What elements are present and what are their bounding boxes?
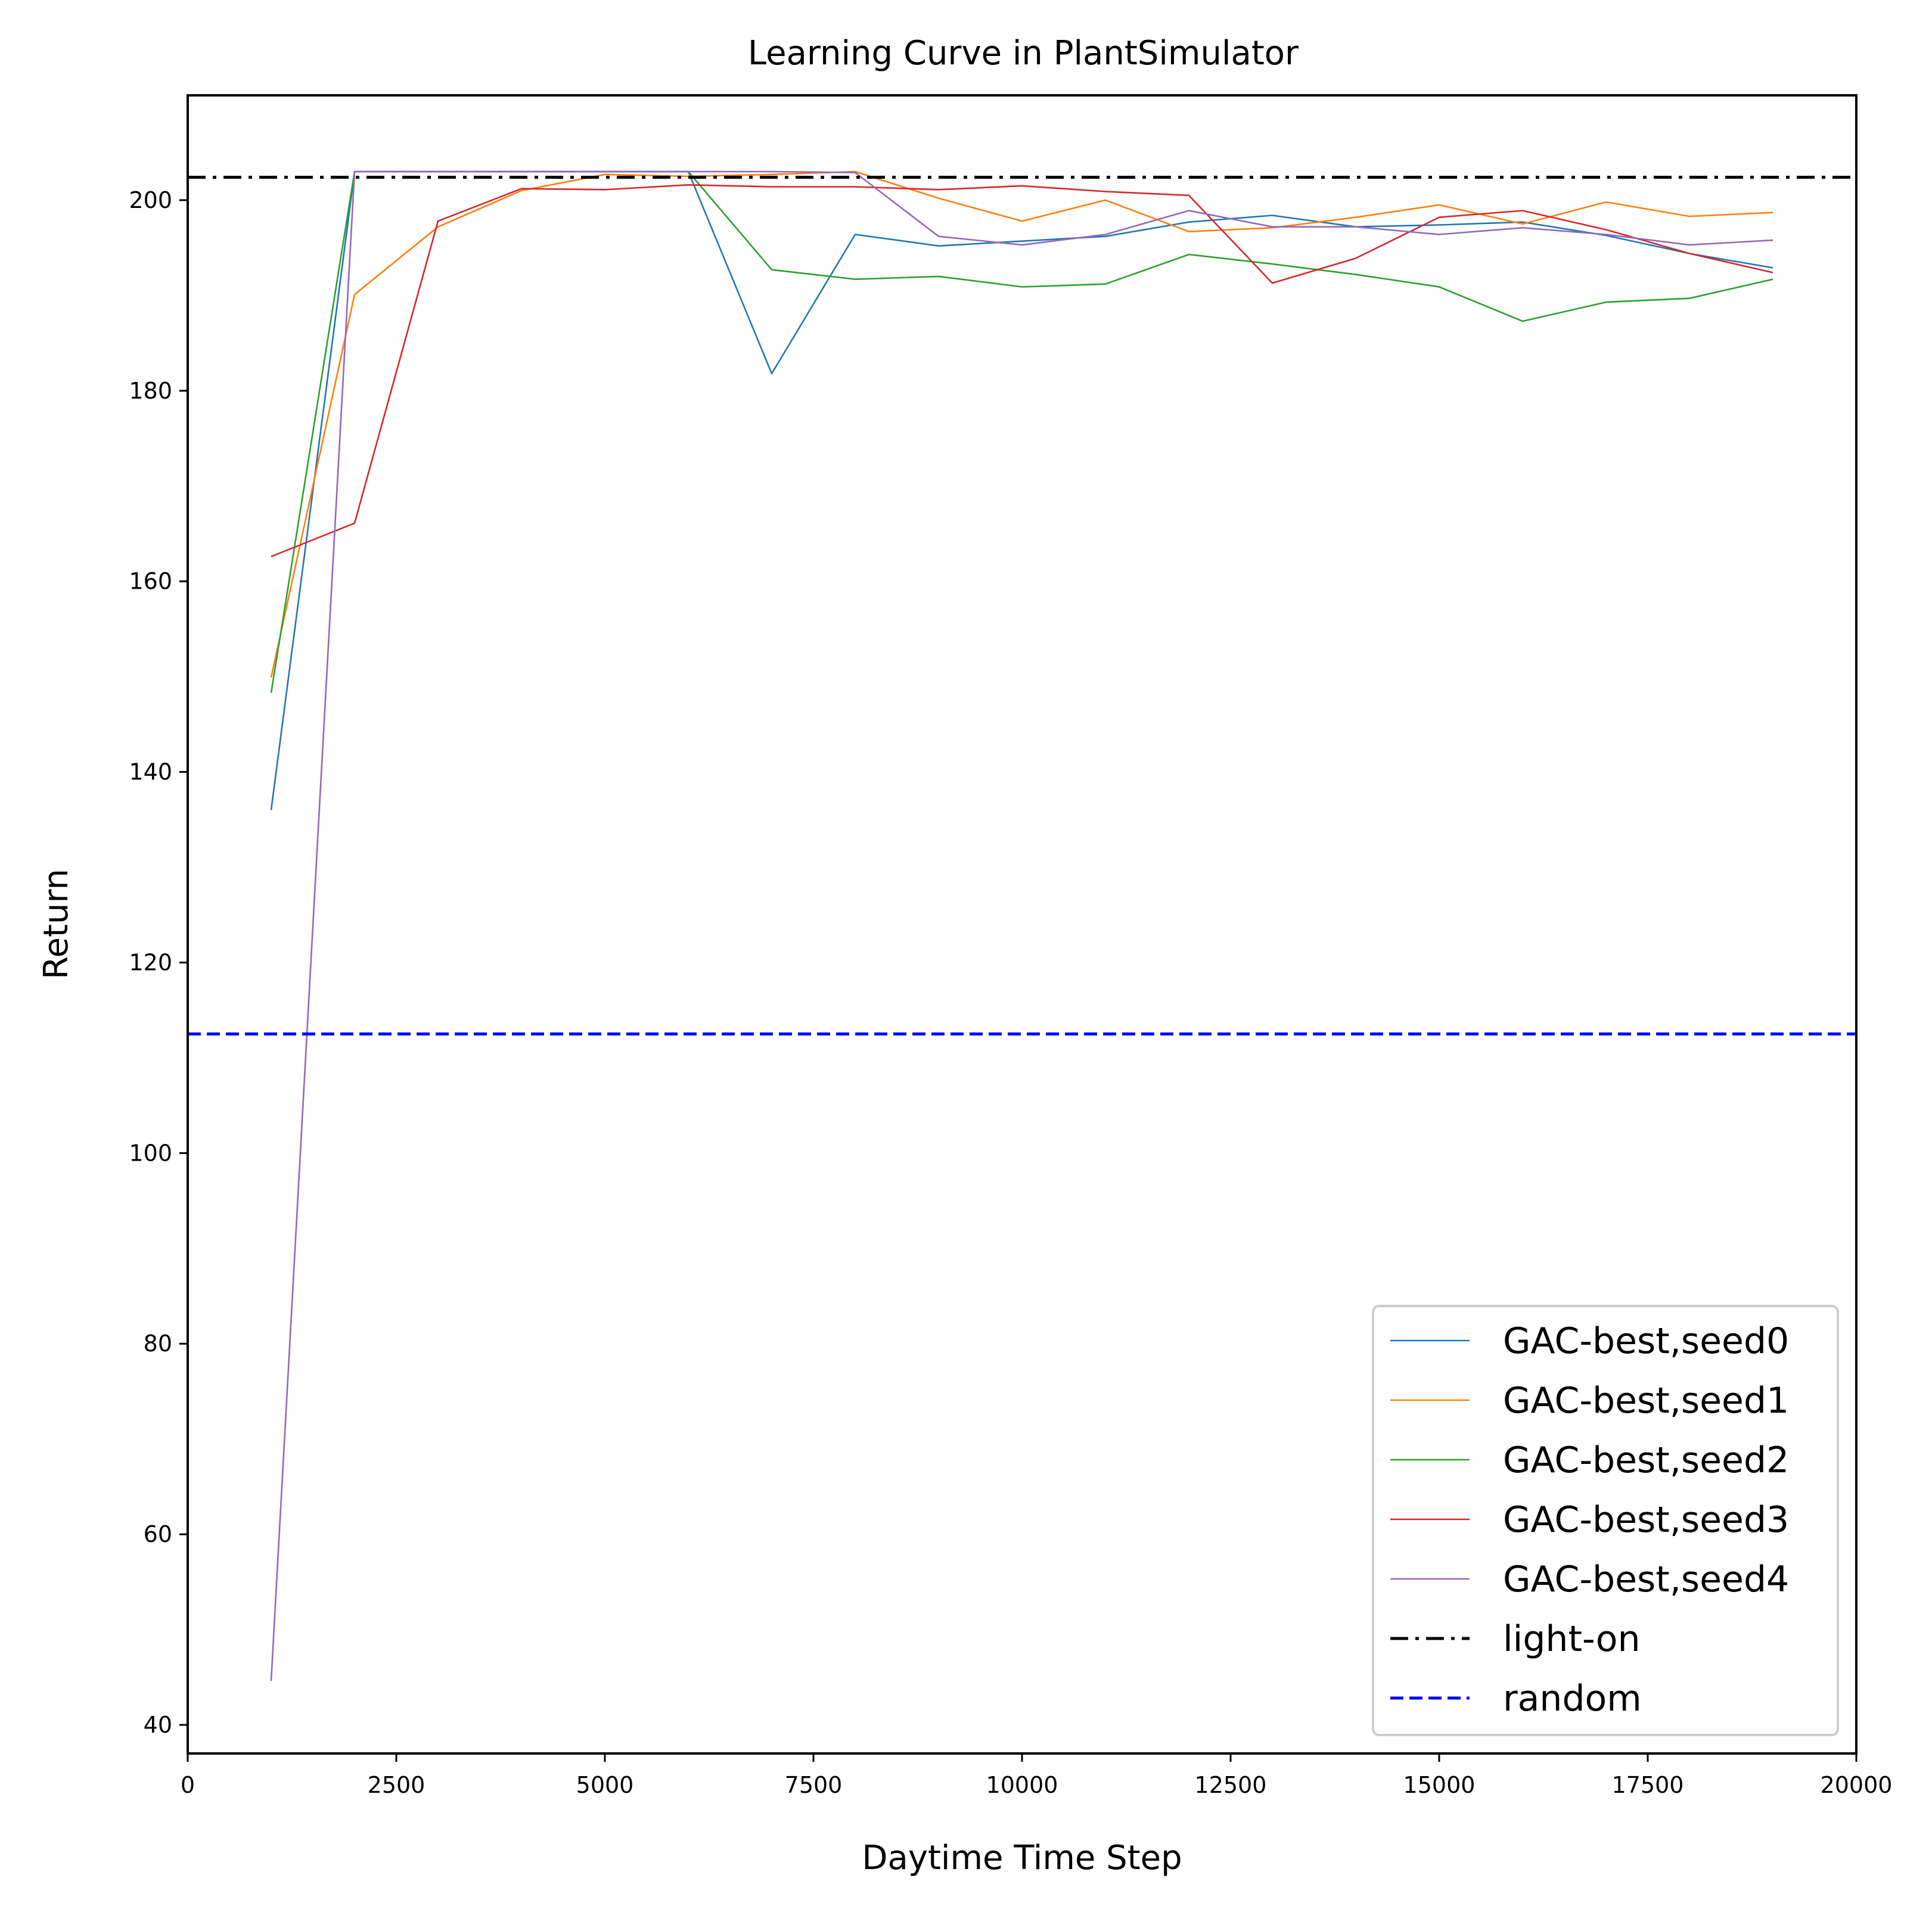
legend: GAC-best,seed0 GAC-best,seed1 GAC-best,see… [1372, 1305, 1839, 1736]
y-axis-label: Return [37, 869, 76, 980]
y-tick-label: 60 [144, 1521, 172, 1547]
plot-area [187, 94, 1858, 1755]
series-line-gac-best-seed3 [271, 184, 1773, 558]
reference-lines [188, 176, 1856, 1036]
legend-label-gac-best-seed0: GAC-best,seed0 [1503, 1320, 1789, 1362]
series-line-gac-best-seed0 [270, 170, 1773, 810]
y-tick-label: 120 [129, 949, 172, 975]
x-tick-label: 5000 [576, 1772, 634, 1798]
legend-box [1372, 1305, 1839, 1736]
chart-title: Learning Curve in PlantSimulator [748, 34, 1299, 73]
x-tick-label: 15000 [1403, 1772, 1476, 1798]
series-line-gac-best-seed1 [270, 170, 1773, 678]
x-tick-label: 0 [181, 1772, 195, 1798]
y-tick-label: 160 [129, 568, 172, 595]
y-tick-label: 200 [129, 187, 172, 213]
y-tick-label: 80 [144, 1330, 172, 1357]
legend-label-light-on: light-on [1503, 1618, 1640, 1660]
y-axis: 40 60 80 100 120 140 160 180 200 [129, 187, 188, 1738]
x-tick-label: 2500 [368, 1772, 425, 1798]
y-tick-label: 140 [129, 759, 172, 785]
x-tick-label: 12500 [1195, 1772, 1267, 1798]
series-line-gac-best-seed4 [270, 170, 1773, 1681]
legend-label-gac-best-seed1: GAC-best,seed1 [1503, 1380, 1789, 1422]
x-axis-label: Daytime Time Step [862, 1839, 1182, 1877]
legend-label-gac-best-seed2: GAC-best,seed2 [1503, 1439, 1789, 1481]
x-tick-label: 10000 [986, 1772, 1058, 1798]
y-tick-label: 180 [129, 378, 172, 404]
y-tick-label: 100 [129, 1140, 172, 1166]
legend-label-gac-best-seed4: GAC-best,seed4 [1503, 1559, 1789, 1600]
legend-items: GAC-best,seed0 GAC-best,seed1 GAC-best,see… [1390, 1320, 1789, 1720]
x-tick-label: 7500 [785, 1772, 843, 1798]
legend-label-random: random [1503, 1678, 1642, 1720]
series-line-gac-best-seed2 [270, 170, 1773, 694]
legend-label-gac-best-seed3: GAC-best,seed3 [1503, 1499, 1789, 1541]
y-tick-label: 40 [144, 1712, 172, 1738]
series-layer [270, 170, 1773, 1681]
x-tick-label: 17500 [1612, 1772, 1684, 1798]
x-axis: 0 2500 5000 7500 10000 12500 15000 17500 20000 [181, 1753, 1893, 1798]
x-tick-label: 20000 [1821, 1772, 1893, 1798]
